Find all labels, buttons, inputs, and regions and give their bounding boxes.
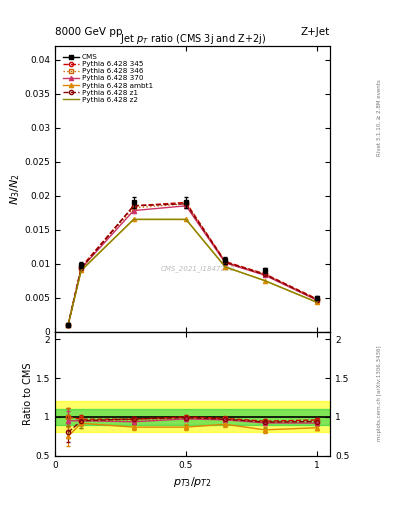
- Text: Rivet 3.1.10, ≥ 2.8M events: Rivet 3.1.10, ≥ 2.8M events: [377, 79, 382, 156]
- Line: Pythia 6.428 370: Pythia 6.428 370: [66, 204, 319, 327]
- Pythia 6.428 z1: [79, 265, 84, 271]
- Pythia 6.428 ambt1: [66, 322, 70, 328]
- Bar: [55, 401, 330, 433]
- Pythia 6.428 z2: [79, 267, 84, 273]
- Y-axis label: $N_3/N_2$: $N_3/N_2$: [8, 173, 22, 205]
- Pythia 6.428 ambt1: [131, 217, 136, 223]
- Pythia 6.428 345: [131, 203, 136, 209]
- Pythia 6.428 z1: [66, 322, 70, 328]
- Pythia 6.428 346: [223, 259, 228, 265]
- Title: Jet $p_T$ ratio (CMS 3j and Z+2j): Jet $p_T$ ratio (CMS 3j and Z+2j): [119, 32, 266, 46]
- Pythia 6.428 z1: [184, 201, 188, 207]
- Pythia 6.428 345: [262, 271, 267, 277]
- Pythia 6.428 345: [66, 322, 70, 328]
- Pythia 6.428 370: [131, 207, 136, 214]
- Pythia 6.428 346: [131, 205, 136, 211]
- Line: Pythia 6.428 z1: Pythia 6.428 z1: [66, 202, 319, 327]
- Pythia 6.428 346: [184, 201, 188, 207]
- Pythia 6.428 346: [315, 296, 320, 303]
- Text: Z+Jet: Z+Jet: [301, 27, 330, 37]
- Text: 8000 GeV pp: 8000 GeV pp: [55, 27, 123, 37]
- Pythia 6.428 z2: [66, 322, 70, 328]
- Line: Pythia 6.428 345: Pythia 6.428 345: [66, 200, 319, 327]
- Pythia 6.428 370: [79, 265, 84, 271]
- Pythia 6.428 z2: [315, 299, 320, 305]
- Pythia 6.428 345: [315, 296, 320, 302]
- Pythia 6.428 370: [184, 203, 188, 209]
- Pythia 6.428 345: [223, 259, 228, 265]
- X-axis label: $p_{T3}/p_{T2}$: $p_{T3}/p_{T2}$: [173, 475, 212, 489]
- Pythia 6.428 370: [223, 260, 228, 266]
- Y-axis label: Ratio to CMS: Ratio to CMS: [23, 362, 33, 425]
- Legend: CMS, Pythia 6.428 345, Pythia 6.428 346, Pythia 6.428 370, Pythia 6.428 ambt1, P: CMS, Pythia 6.428 345, Pythia 6.428 346,…: [61, 53, 154, 104]
- Pythia 6.428 ambt1: [262, 278, 267, 284]
- Pythia 6.428 ambt1: [79, 267, 84, 273]
- Pythia 6.428 370: [262, 272, 267, 278]
- Pythia 6.428 370: [315, 297, 320, 304]
- Pythia 6.428 ambt1: [315, 299, 320, 305]
- Pythia 6.428 z1: [262, 271, 267, 278]
- Line: Pythia 6.428 346: Pythia 6.428 346: [66, 202, 319, 327]
- Pythia 6.428 z2: [223, 264, 228, 270]
- Pythia 6.428 z1: [131, 203, 136, 209]
- Pythia 6.428 345: [79, 264, 84, 270]
- Text: CMS_2021_I1847230: CMS_2021_I1847230: [161, 265, 235, 272]
- Pythia 6.428 346: [79, 265, 84, 271]
- Pythia 6.428 ambt1: [223, 264, 228, 270]
- Line: Pythia 6.428 z2: Pythia 6.428 z2: [68, 220, 317, 325]
- Pythia 6.428 ambt1: [184, 217, 188, 223]
- Line: Pythia 6.428 ambt1: Pythia 6.428 ambt1: [66, 217, 319, 327]
- Pythia 6.428 z2: [131, 217, 136, 223]
- Text: mcplots.cern.ch [arXiv:1306.3436]: mcplots.cern.ch [arXiv:1306.3436]: [377, 346, 382, 441]
- Pythia 6.428 z2: [184, 217, 188, 223]
- Pythia 6.428 z1: [223, 259, 228, 265]
- Pythia 6.428 370: [66, 322, 70, 328]
- Pythia 6.428 345: [184, 199, 188, 205]
- Pythia 6.428 346: [66, 322, 70, 328]
- Pythia 6.428 346: [262, 271, 267, 278]
- Bar: [55, 409, 330, 424]
- Pythia 6.428 z2: [262, 278, 267, 284]
- Pythia 6.428 z1: [315, 296, 320, 303]
